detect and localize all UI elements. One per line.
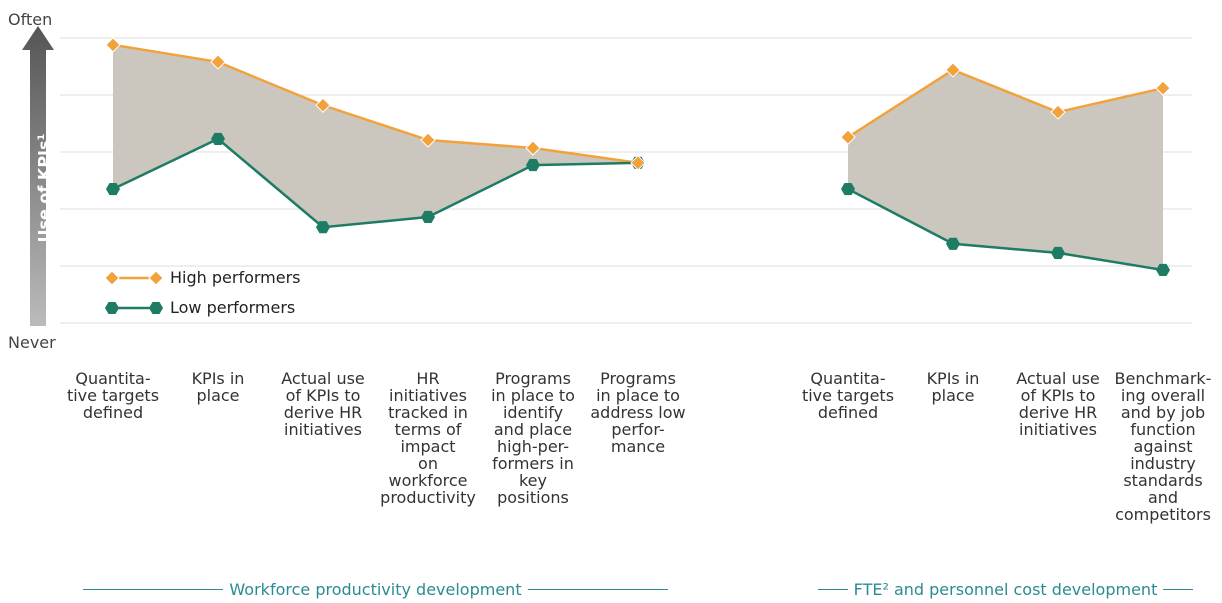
marker: [105, 37, 121, 53]
legend-marker: [149, 301, 163, 315]
marker: [525, 140, 541, 156]
marker: [106, 182, 120, 196]
series-line: [847, 68, 1164, 139]
legend-label: High performers: [170, 268, 301, 287]
group-label: FTE² and personnel cost development: [818, 580, 1193, 599]
area-between: [848, 69, 1163, 270]
x-tick-label: Quantita- tive targets defined: [66, 369, 160, 422]
marker: [946, 237, 960, 250]
marker: [1155, 80, 1171, 96]
marker: [210, 54, 226, 70]
legend-marker: [105, 301, 119, 315]
often-label: Often: [8, 10, 53, 29]
series-line: [112, 137, 639, 229]
area-between: [113, 44, 638, 228]
x-tick-label: Programs in place to identify and place …: [491, 369, 575, 507]
group-label: Workforce productivity development: [83, 580, 669, 599]
x-tick-label: Benchmark- ing overall and by job functi…: [1114, 369, 1212, 524]
group-label-text: Workforce productivity development: [229, 580, 522, 599]
legend-marker: [104, 270, 120, 286]
series-line: [847, 187, 1164, 272]
x-tick-label: Actual use of KPIs to derive HR initiati…: [1016, 369, 1100, 439]
x-tick-label: KPIs in place: [191, 369, 245, 405]
legend-marker: [148, 270, 164, 286]
marker: [841, 182, 855, 196]
marker: [1050, 104, 1066, 120]
marker: [315, 97, 331, 113]
marker: [316, 221, 330, 234]
x-tick-label: HR initiatives tracked in terms of impac…: [380, 369, 476, 507]
marker: [1156, 263, 1170, 277]
marker: [211, 132, 225, 145]
x-tick-label: KPIs in place: [926, 369, 980, 405]
x-tick-label: Quantita- tive targets defined: [801, 369, 895, 422]
marker: [630, 155, 646, 171]
x-tick-label: Actual use of KPIs to derive HR initiati…: [281, 369, 365, 439]
marker: [840, 129, 856, 145]
y-arrow: [22, 26, 54, 326]
series-line: [112, 43, 639, 165]
marker: [1051, 246, 1065, 259]
marker: [945, 62, 961, 78]
marker: [420, 132, 436, 148]
marker: [526, 159, 540, 172]
x-tick-label: Programs in place to address low perfor-…: [590, 369, 686, 456]
never-label: Never: [8, 333, 56, 352]
group-label-text: FTE² and personnel cost development: [853, 580, 1158, 599]
y-axis-label: Use of KPIs¹: [35, 133, 54, 242]
legend-label: Low performers: [170, 298, 296, 317]
marker: [421, 210, 435, 224]
